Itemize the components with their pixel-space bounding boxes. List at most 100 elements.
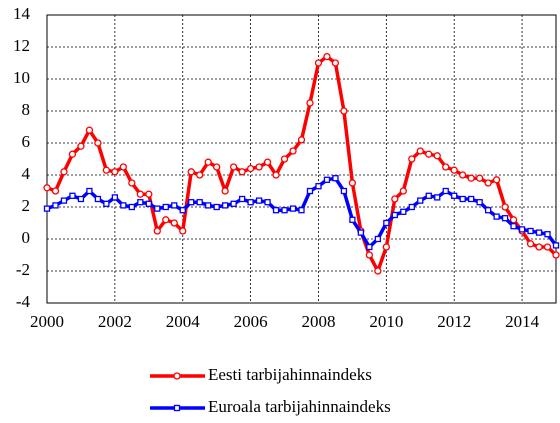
data-point: [543, 243, 552, 251]
data-point: [314, 59, 323, 67]
data-point: [213, 163, 221, 171]
data-point: [188, 199, 195, 206]
data-point: [86, 187, 93, 195]
data-point: [264, 199, 271, 206]
data-point: [128, 179, 136, 187]
data-point: [323, 176, 331, 183]
data-point: [484, 207, 492, 214]
x-tick-label: 2002: [98, 312, 132, 331]
data-point: [425, 192, 432, 199]
data-point: [510, 223, 517, 230]
y-tick-label: 2: [22, 196, 31, 215]
data-point: [230, 200, 237, 207]
data-point: [340, 187, 348, 195]
data-point: [162, 203, 169, 211]
data-point: [434, 194, 441, 201]
data-point: [171, 202, 178, 209]
data-point: [51, 187, 60, 195]
data-point: [103, 200, 110, 207]
data-point: [476, 199, 483, 206]
data-point: [120, 202, 127, 209]
data-point: [323, 52, 331, 61]
data-point: [416, 147, 424, 155]
data-point: [391, 195, 399, 203]
data-point: [349, 216, 356, 223]
data-point: [205, 202, 212, 209]
data-point: [60, 168, 68, 176]
y-tick-label: 8: [22, 100, 31, 119]
data-point: [170, 219, 178, 227]
y-tick-label: 12: [13, 36, 30, 55]
data-point: [162, 216, 170, 224]
data-point: [179, 207, 186, 214]
data-point: [306, 99, 314, 107]
data-point: [153, 227, 161, 235]
data-point: [509, 216, 518, 224]
data-point: [383, 219, 390, 227]
data-point: [544, 231, 551, 238]
data-point: [315, 183, 322, 190]
data-point: [69, 192, 76, 199]
data-point: [425, 150, 433, 158]
data-point: [459, 195, 466, 203]
data-point: [154, 205, 161, 212]
y-tick-label: 10: [13, 68, 30, 87]
data-point: [238, 195, 246, 203]
x-tick-label: 2012: [437, 312, 471, 331]
data-point: [552, 251, 560, 259]
data-point: [365, 251, 374, 259]
data-point: [459, 171, 467, 179]
data-point: [442, 163, 450, 171]
y-tick-label: 0: [22, 228, 31, 247]
data-point: [280, 155, 289, 163]
data-point: [94, 139, 102, 147]
legend-label: Eesti tarbijahinnaindeks: [208, 365, 372, 384]
data-point: [43, 205, 51, 212]
data-point: [77, 195, 85, 203]
data-point: [196, 199, 203, 206]
data-point: [374, 235, 382, 243]
data-point: [77, 142, 85, 150]
data-point: [492, 176, 501, 184]
data-point: [391, 211, 398, 219]
data-point: [187, 168, 195, 176]
data-point: [94, 195, 102, 203]
legend-marker: [173, 372, 181, 380]
data-point: [297, 136, 306, 144]
data-point: [281, 207, 288, 214]
data-point: [111, 168, 119, 176]
data-point: [484, 179, 492, 187]
data-point: [145, 190, 153, 198]
y-tick-label: 14: [13, 4, 31, 23]
data-point: [450, 166, 458, 174]
data-point: [119, 163, 127, 171]
data-point: [272, 171, 280, 179]
data-point: [399, 187, 407, 195]
data-point: [552, 242, 560, 249]
data-point: [527, 227, 534, 235]
data-point: [204, 158, 212, 166]
data-point: [52, 202, 59, 209]
data-point: [408, 203, 415, 211]
x-tick-label: 2014: [505, 312, 540, 331]
data-point: [272, 207, 280, 214]
data-point: [535, 243, 543, 251]
data-point: [468, 195, 475, 203]
plot-frame: [46, 14, 557, 304]
data-point: [348, 179, 357, 187]
data-point: [374, 267, 382, 275]
x-tick-label: 2008: [301, 312, 335, 331]
data-point: [493, 213, 500, 220]
data-point: [467, 174, 475, 182]
data-point: [526, 240, 535, 248]
y-tick-label: 6: [22, 132, 31, 151]
data-point: [400, 208, 407, 215]
data-point: [332, 175, 339, 182]
data-point: [238, 168, 246, 176]
legend-marker: [173, 404, 181, 412]
data-point: [221, 187, 229, 195]
data-point: [246, 164, 255, 173]
data-point: [196, 171, 204, 179]
data-point: [128, 203, 135, 211]
